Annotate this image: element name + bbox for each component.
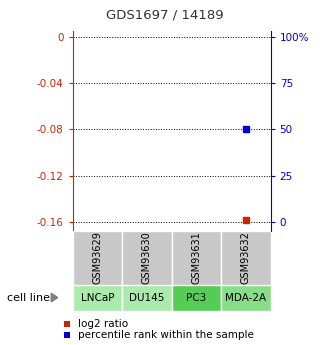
Text: cell line: cell line bbox=[7, 293, 50, 303]
Bar bbox=[64, 321, 70, 327]
Bar bbox=[172, 285, 221, 310]
Bar bbox=[73, 231, 122, 285]
Text: PC3: PC3 bbox=[186, 293, 207, 303]
Bar bbox=[122, 285, 172, 310]
Bar bbox=[221, 285, 271, 310]
Text: GSM93632: GSM93632 bbox=[241, 231, 251, 284]
Text: log2 ratio: log2 ratio bbox=[78, 319, 128, 328]
Text: GSM93629: GSM93629 bbox=[92, 231, 102, 284]
Bar bbox=[221, 231, 271, 285]
Text: GSM93631: GSM93631 bbox=[191, 231, 201, 284]
Text: DU145: DU145 bbox=[129, 293, 165, 303]
Text: GSM93630: GSM93630 bbox=[142, 231, 152, 284]
Text: GDS1697 / 14189: GDS1697 / 14189 bbox=[106, 9, 224, 22]
Text: MDA-2A: MDA-2A bbox=[225, 293, 266, 303]
Bar bbox=[172, 231, 221, 285]
Bar bbox=[73, 285, 122, 310]
Polygon shape bbox=[51, 293, 58, 302]
Bar bbox=[122, 231, 172, 285]
Text: LNCaP: LNCaP bbox=[81, 293, 114, 303]
Bar bbox=[64, 332, 70, 338]
Text: percentile rank within the sample: percentile rank within the sample bbox=[78, 331, 253, 340]
